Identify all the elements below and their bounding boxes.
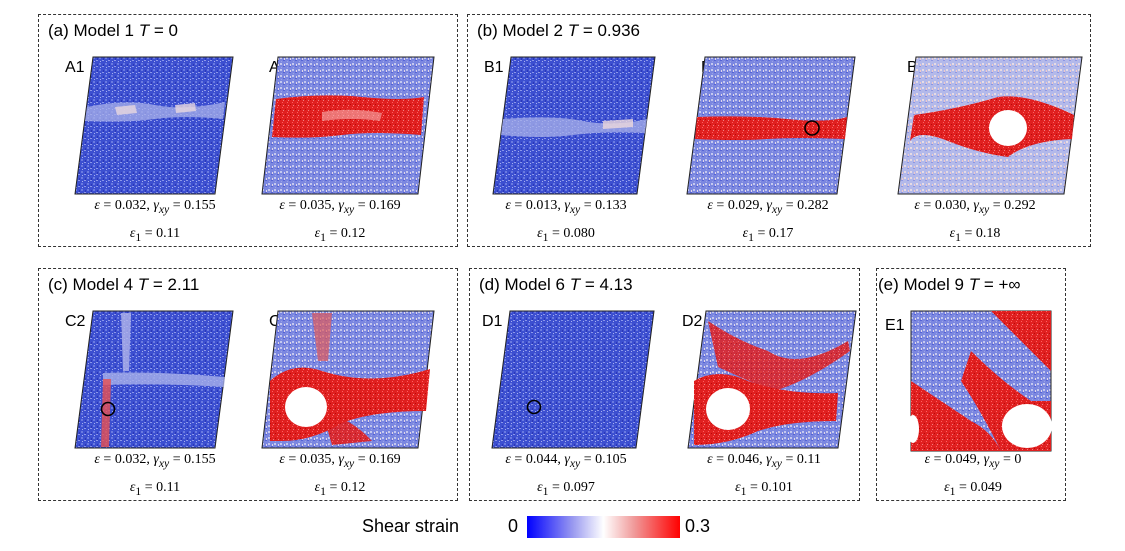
- group-a-title: (a) Model 1 T = 0: [48, 21, 178, 40]
- caption-strain-C3: ε = 0.035, γxy = 0.169: [279, 452, 401, 470]
- caption-eps1-A1: ε1 = 0.11: [129, 226, 181, 244]
- caption-eps1-D2: ε1 = 0.101: [735, 480, 793, 498]
- group-e-title: (e) Model 9 T = +∞: [878, 275, 1021, 294]
- caption-eps1-C3: ε1 = 0.12: [314, 480, 366, 498]
- group-d-box: [469, 268, 860, 501]
- group-a-box: [38, 14, 458, 247]
- caption-strain-E1: ε = 0.049, γxy = 0: [924, 452, 1022, 470]
- caption-strain-B3: ε = 0.030, γxy = 0.292: [914, 198, 1036, 216]
- shear-strain-colorbar: [527, 516, 680, 538]
- caption-strain-A1: ε = 0.032, γxy = 0.155: [94, 198, 216, 216]
- panel-label-D2: D2: [682, 313, 703, 330]
- caption-strain-B1: ε = 0.013, γxy = 0.133: [505, 198, 627, 216]
- strain-map-D2: [687, 310, 857, 449]
- group-b-box: [467, 14, 1091, 247]
- group-b-title: (b) Model 2 T = 0.936: [477, 21, 641, 40]
- caption-eps1-A2: ε1 = 0.12: [314, 226, 366, 244]
- panel-label-D1: D1: [482, 313, 503, 330]
- panel-label-C2: C2: [65, 313, 86, 330]
- group-d-title: (d) Model 6 T = 4.13: [479, 275, 633, 294]
- strain-map-A1: [74, 56, 234, 195]
- caption-eps1-E1: ε1 = 0.049: [944, 480, 1002, 498]
- caption-strain-D1: ε = 0.044, γxy = 0.105: [505, 452, 627, 470]
- caption-eps1-D1: ε1 = 0.097: [537, 480, 595, 498]
- caption-eps1-B1: ε1 = 0.080: [537, 226, 595, 244]
- strain-map-B1: [492, 56, 656, 195]
- strain-map-C3: [261, 310, 435, 449]
- strain-map-B3: [897, 56, 1083, 195]
- panel-label-A1: A1: [65, 59, 85, 76]
- panel-label-E1: E1: [885, 317, 905, 334]
- caption-strain-A2: ε = 0.035, γxy = 0.169: [279, 198, 401, 216]
- panel-label-B1: B1: [484, 59, 504, 76]
- colorbar-min-label: 0: [508, 516, 519, 536]
- colorbar-title: Shear strain: [362, 516, 460, 536]
- group-e-box: [876, 268, 1066, 501]
- colorbar-max-label: 0.3: [685, 516, 711, 536]
- caption-strain-D2: ε = 0.046, γxy = 0.11: [707, 452, 821, 470]
- strain-map-B2: [686, 56, 856, 195]
- strain-map-D1: [491, 310, 655, 449]
- strain-map-C2: [74, 310, 234, 449]
- caption-eps1-C2: ε1 = 0.11: [129, 480, 181, 498]
- group-c-box: [38, 268, 458, 501]
- caption-eps1-B2: ε1 = 0.17: [742, 226, 794, 244]
- group-c-title: (c) Model 4 T = 2.11: [48, 275, 200, 294]
- strain-map-E1: [907, 310, 1052, 452]
- caption-strain-B2: ε = 0.029, γxy = 0.282: [707, 198, 829, 216]
- caption-strain-C2: ε = 0.032, γxy = 0.155: [94, 452, 216, 470]
- caption-eps1-B3: ε1 = 0.18: [949, 226, 1001, 244]
- strain-map-A2: [261, 56, 435, 195]
